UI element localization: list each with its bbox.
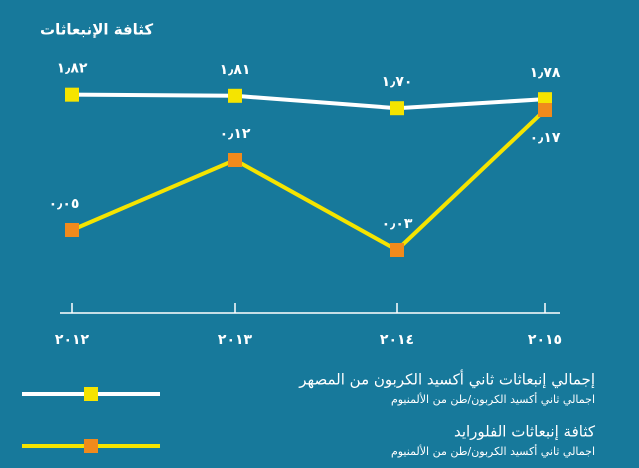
data-label: ١٫٨٢ bbox=[57, 61, 88, 77]
legend-label: كثافة إنبعاثات الفلورايد bbox=[454, 423, 596, 441]
chart-title: كثافة الإنبعاثات bbox=[40, 21, 153, 39]
marker bbox=[538, 103, 552, 117]
data-label: ٠٫٠٣ bbox=[382, 216, 413, 232]
legend-marker bbox=[84, 387, 98, 401]
data-label: ٠٫٠٥ bbox=[49, 196, 80, 212]
marker bbox=[65, 87, 79, 102]
marker bbox=[390, 243, 404, 257]
x-tick-label: ٢٠١٤ bbox=[380, 332, 414, 348]
data-label: ١٫٧٨ bbox=[530, 65, 561, 81]
legend-marker bbox=[84, 439, 98, 453]
marker bbox=[390, 101, 404, 116]
marker bbox=[538, 92, 552, 107]
legend-label: إجمالي إنبعاثات ثاني أكسيد الكربون من ال… bbox=[298, 370, 595, 390]
data-label: ٠٫١٢ bbox=[220, 126, 251, 142]
data-label: ٠٫١٧ bbox=[530, 130, 561, 146]
data-label: ١٫٨١ bbox=[220, 62, 251, 78]
marker bbox=[228, 88, 242, 103]
series-line bbox=[71, 108, 547, 253]
series-line bbox=[71, 92, 546, 111]
x-tick-label: ٢٠١٢ bbox=[55, 332, 90, 348]
x-tick-label: ٢٠١٣ bbox=[218, 332, 253, 348]
legend-units: اجمالي ثاني أكسيد الكربون/طن من الألمنيو… bbox=[391, 392, 595, 406]
data-label: ١٫٧٠ bbox=[382, 74, 413, 90]
marker bbox=[65, 223, 79, 237]
x-tick-label: ٢٠١٥ bbox=[528, 332, 562, 348]
legend-units: اجمالي ثاني أكسيد الكربون/طن من الألمنيو… bbox=[391, 444, 595, 458]
marker bbox=[228, 153, 242, 167]
